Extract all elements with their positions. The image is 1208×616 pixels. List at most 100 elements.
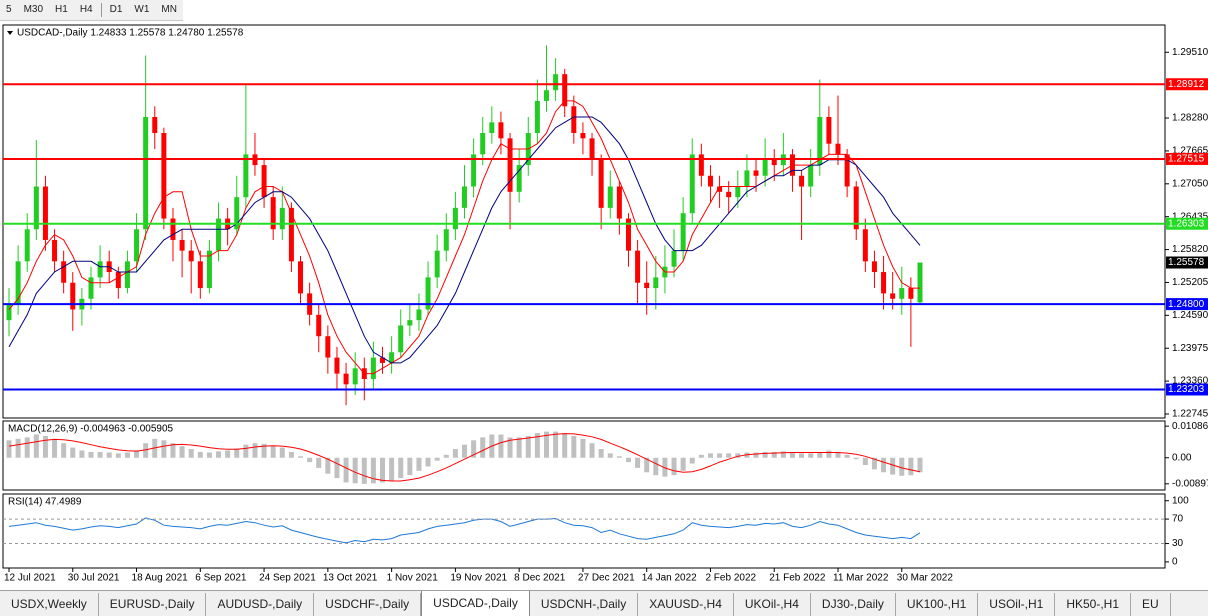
chart-tab[interactable]: HK50-,H1 xyxy=(1055,593,1131,616)
candle-body xyxy=(61,261,67,283)
chart-tab[interactable]: USDCNH-,Daily xyxy=(530,593,639,616)
y-tick-label: 1.24590 xyxy=(1172,310,1208,321)
histogram-bar xyxy=(671,457,677,476)
candle-body xyxy=(352,368,358,385)
histogram-bar xyxy=(124,452,130,458)
candle-body xyxy=(33,186,39,230)
x-tick-label: 11 Mar 2022 xyxy=(833,573,889,584)
histogram-bar xyxy=(707,453,713,458)
candle-body xyxy=(325,336,331,358)
timeframe-button[interactable]: H4 xyxy=(79,4,93,15)
candle-body xyxy=(771,159,777,166)
chart-tab[interactable]: UK100-,H1 xyxy=(896,593,979,616)
candle-body xyxy=(288,207,294,262)
y-tick-label: 1.26435 xyxy=(1172,211,1208,222)
candle-body xyxy=(580,133,586,139)
level-price-box xyxy=(1166,298,1208,311)
chart-tab[interactable]: USDCHF-,Daily xyxy=(314,593,422,616)
separator xyxy=(100,3,102,17)
candle-body xyxy=(389,352,395,363)
histogram-bar xyxy=(735,453,741,458)
histogram-bar xyxy=(161,440,167,458)
candle-body xyxy=(835,143,841,155)
candle-body xyxy=(881,272,887,294)
candle-body xyxy=(407,320,413,326)
candle-body xyxy=(516,165,522,192)
title-arrow xyxy=(7,31,13,35)
chart-tab[interactable]: EU xyxy=(1131,593,1171,616)
level-price-label: 1.28912 xyxy=(1168,79,1205,90)
candle-body xyxy=(70,282,76,310)
histogram-bar xyxy=(890,457,896,475)
timeframe-button[interactable]: M30 xyxy=(23,4,44,15)
candle-body xyxy=(808,165,814,187)
timeframe-button[interactable]: W1 xyxy=(134,4,150,15)
candle-body xyxy=(890,293,896,299)
indicator-title: RSI(14) 47.4989 xyxy=(8,497,82,508)
histogram-bar xyxy=(352,457,358,484)
candle-body xyxy=(717,186,723,192)
histogram-bar xyxy=(316,457,322,468)
timeframe-button[interactable]: MN xyxy=(161,4,177,15)
timeframe-button[interactable]: D1 xyxy=(109,4,123,15)
timeframe-button[interactable]: 5 xyxy=(6,4,12,15)
candle-body xyxy=(899,288,905,299)
candle-body xyxy=(24,229,30,262)
histogram-bar xyxy=(862,457,868,466)
candle-body xyxy=(871,261,877,273)
histogram-bar xyxy=(106,452,112,458)
histogram-bar xyxy=(407,457,413,476)
histogram-bar xyxy=(15,438,21,458)
chart-tab[interactable]: USOil-,H1 xyxy=(978,593,1056,616)
chart-tab[interactable]: USDCAD-,Daily xyxy=(421,591,530,616)
chart-tab[interactable]: EURUSD-,Daily xyxy=(99,593,207,616)
y-tick-label: 0.010869 xyxy=(1172,421,1208,432)
histogram-bar xyxy=(534,433,540,458)
histogram-bar xyxy=(580,438,586,458)
x-tick-label: 13 Oct 2021 xyxy=(323,573,378,584)
candle-body xyxy=(334,357,340,374)
y-tick-label: 30 xyxy=(1172,538,1184,549)
timeframe-button[interactable]: H1 xyxy=(55,4,68,15)
histogram-bar xyxy=(197,451,203,458)
histogram-bar xyxy=(234,448,240,458)
candle-body xyxy=(698,154,704,176)
histogram-bar xyxy=(616,456,622,458)
x-tick-label: 30 Mar 2022 xyxy=(897,573,954,584)
histogram-bar xyxy=(525,435,531,458)
histogram-bar xyxy=(771,451,777,458)
candle-body xyxy=(425,277,431,310)
chart-tab[interactable]: USDX,Weekly xyxy=(0,593,99,616)
candle-body xyxy=(480,133,486,155)
histogram-bar xyxy=(717,453,723,458)
level-price-label: 1.27515 xyxy=(1168,154,1205,165)
chart-tab[interactable]: UKOil-,H4 xyxy=(734,593,811,616)
histogram-bar xyxy=(325,457,331,474)
level-price-box xyxy=(1166,217,1208,230)
chart-tab[interactable]: XAUUSD-,H4 xyxy=(638,593,734,616)
plot-area xyxy=(6,431,923,484)
histogram-bar xyxy=(216,451,222,458)
candle-body xyxy=(6,304,12,321)
chart-tab[interactable]: DJ30-,Daily xyxy=(811,593,896,616)
histogram-bar xyxy=(134,450,140,458)
candle-body xyxy=(170,218,176,240)
histogram-bar xyxy=(61,443,67,458)
histogram-bar xyxy=(808,453,814,458)
y-tick-label: 1.22745 xyxy=(1172,409,1208,420)
candle-body xyxy=(853,186,859,230)
candle-body xyxy=(216,218,222,251)
candle-body xyxy=(571,106,577,134)
candle-body xyxy=(735,186,741,198)
histogram-bar xyxy=(434,457,440,461)
histogram-bar xyxy=(753,452,759,458)
x-tick-label: 8 Dec 2021 xyxy=(514,573,566,584)
histogram-bar xyxy=(115,453,121,458)
histogram-bar xyxy=(871,457,877,470)
chart-tab[interactable]: AUDUSD-,Daily xyxy=(206,593,315,616)
histogram-bar xyxy=(206,452,212,458)
candle-body xyxy=(917,262,923,303)
y-tick-label: -0.008974 xyxy=(1172,478,1208,489)
histogram-bar xyxy=(908,457,914,476)
histogram-bar xyxy=(307,457,313,463)
